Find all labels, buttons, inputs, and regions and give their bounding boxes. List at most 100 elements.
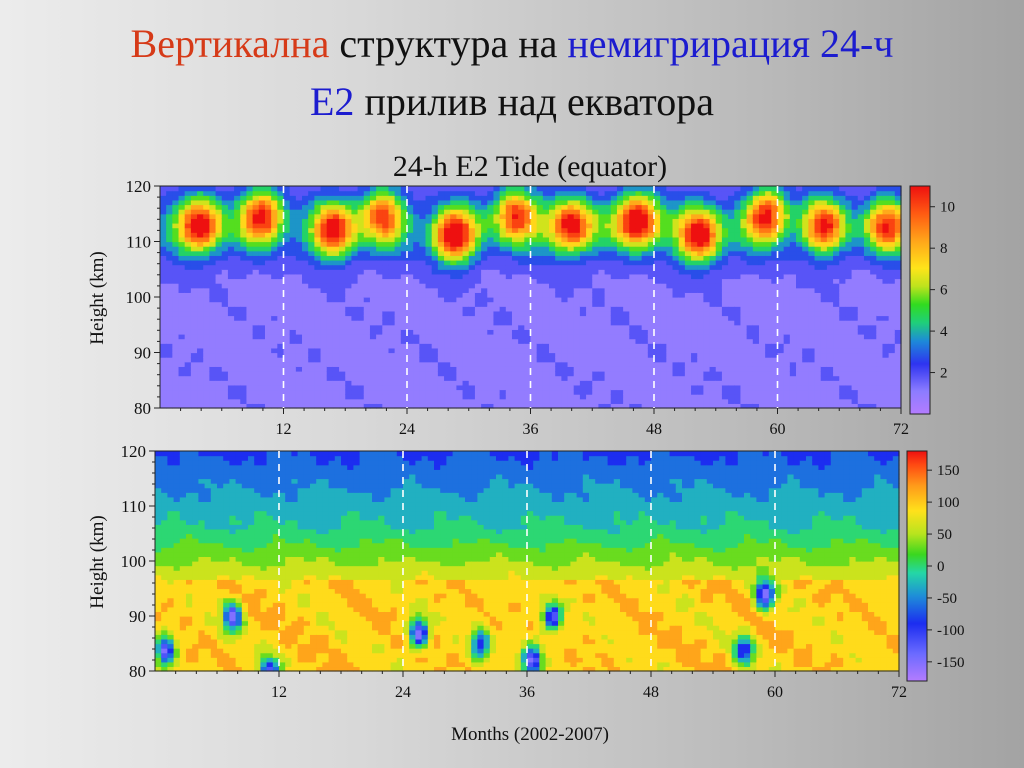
heatmap-cell [666,218,674,224]
heatmap-cell [555,218,562,224]
heatmap-cell [752,398,760,404]
heatmap-cell [635,329,643,335]
heatmap-cell [771,324,779,330]
heatmap-cell [573,195,581,201]
heatmap-cell [450,255,457,261]
heatmap-cell [703,310,711,317]
heatmap-cell [481,366,488,372]
heatmap-cell [684,320,692,326]
heatmap-cell [493,329,501,335]
heatmap-cell [697,380,704,386]
heatmap-cell [444,209,451,215]
heatmap-cell [394,292,402,298]
heatmap-cell [542,213,550,219]
heatmap-cell [555,255,562,261]
heatmap-cell [715,283,723,289]
heatmap-cell [524,218,532,224]
heatmap-cell [721,204,729,210]
heatmap-cell [388,394,396,400]
heatmap-cell [419,232,427,238]
heatmap-cell [203,361,210,367]
heatmap-cell [697,236,704,243]
heatmap-cell [407,384,414,391]
heatmap-cell [283,227,291,233]
heatmap-cell [740,371,748,377]
heatmap-cell [382,357,390,363]
heatmap-cell [481,301,488,307]
heatmap-cell [771,241,779,247]
heatmap-cell [332,227,340,233]
heatmap-cell [666,278,674,284]
heatmap-cell [456,329,464,335]
heatmap-cell [758,301,766,307]
heatmap-cell [672,250,680,256]
heatmap-cell [691,213,698,219]
heatmap-cell [549,241,556,247]
heatmap-cell [351,255,359,261]
heatmap-cell [623,246,630,252]
heatmap-cell [641,297,649,303]
heatmap-cell [505,199,513,206]
heatmap-cell [419,213,427,219]
heatmap-cell [369,186,377,192]
heatmap-cell [172,236,180,243]
heatmap-cell [320,287,328,293]
heatmap-cell [567,380,575,386]
heatmap-cell [419,292,427,298]
heatmap-cell [549,301,556,307]
heatmap-cell [283,213,291,219]
heatmap-cell [339,338,346,344]
heatmap-cell [499,292,507,298]
heatmap-cell [227,320,235,326]
heatmap-cell [598,352,606,358]
heatmap-cell [592,264,600,270]
heatmap-cell [752,186,760,192]
heatmap-cell [592,357,600,363]
heatmap-cell [524,324,532,330]
heatmap-cell [524,297,532,303]
heatmap-cell [320,283,328,289]
heatmap-cell [166,269,173,275]
heatmap-cell [771,223,779,229]
heatmap-cell [209,218,217,224]
heatmap-cell [586,297,593,303]
heatmap-cell [542,366,550,372]
heatmap-cell [499,394,507,400]
heatmap-cell [246,366,254,372]
heatmap-cell [363,223,371,229]
heatmap-cell [542,260,550,266]
heatmap-cell [456,204,464,210]
heatmap-cell [437,329,445,335]
heatmap-cell [271,292,278,298]
heatmap-cell [481,283,488,289]
heatmap-cell [635,361,643,367]
heatmap-cell [197,278,204,284]
heatmap-cell [740,334,748,340]
heatmap-cell [289,297,297,303]
heatmap-cell [400,209,408,215]
heatmap-cell [555,384,562,391]
heatmap-cell [752,292,760,298]
heatmap-cell [363,250,371,256]
heatmap-cell [172,371,180,377]
heatmap-cell [740,195,748,201]
heatmap-cell [542,352,550,358]
heatmap-cell [579,320,587,326]
heatmap-cell [752,375,760,381]
heatmap-cell [586,236,593,243]
heatmap-cell [363,199,371,206]
heatmap-cell [555,195,562,201]
heatmap-cell [518,283,525,289]
heatmap-cell [258,264,266,270]
heatmap-cell [203,232,210,238]
heatmap-cell [592,361,600,367]
heatmap-cell [728,236,735,243]
heatmap-cell [796,301,803,307]
heatmap-cell [351,380,359,386]
heatmap-cell [561,269,569,275]
heatmap-cell [505,255,513,261]
heatmap-cell [511,343,519,349]
heatmap-cell [518,347,525,354]
heatmap-cell [709,273,717,280]
heatmap-cell [314,338,322,344]
